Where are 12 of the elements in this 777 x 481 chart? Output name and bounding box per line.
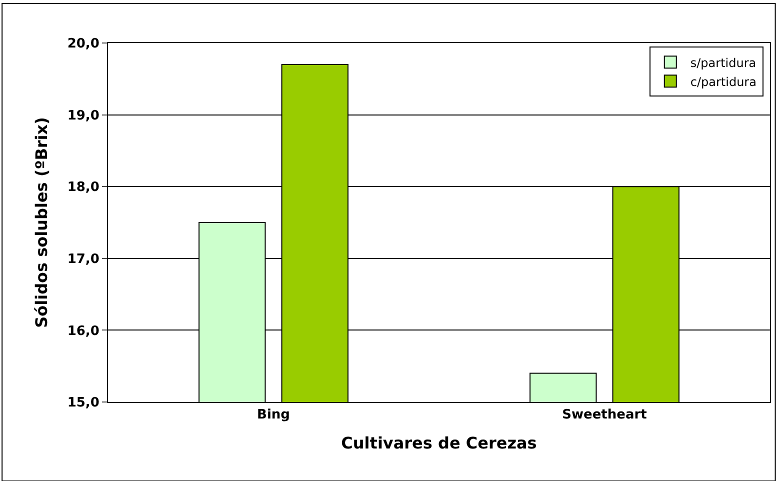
y-axis-title: Sólidos solubles (ºBrix): [32, 117, 52, 328]
y-tick-label: 16,0: [67, 324, 100, 339]
x-tick-label: Bing: [257, 408, 290, 423]
y-tick-label: 19,0: [67, 108, 100, 124]
legend-label: c/partidura: [690, 74, 756, 89]
y-tick-label: 17,0: [67, 252, 100, 267]
legend-label: s/partidura: [690, 56, 756, 70]
y-tick-label: 18,0: [67, 180, 100, 196]
x-axis-title: Cultivares de Cerezas: [341, 433, 537, 452]
y-tick-label: 20,0: [67, 36, 100, 52]
y-tick-label: 15,0: [67, 396, 100, 411]
x-tick-label: Sweetheart: [562, 408, 647, 423]
